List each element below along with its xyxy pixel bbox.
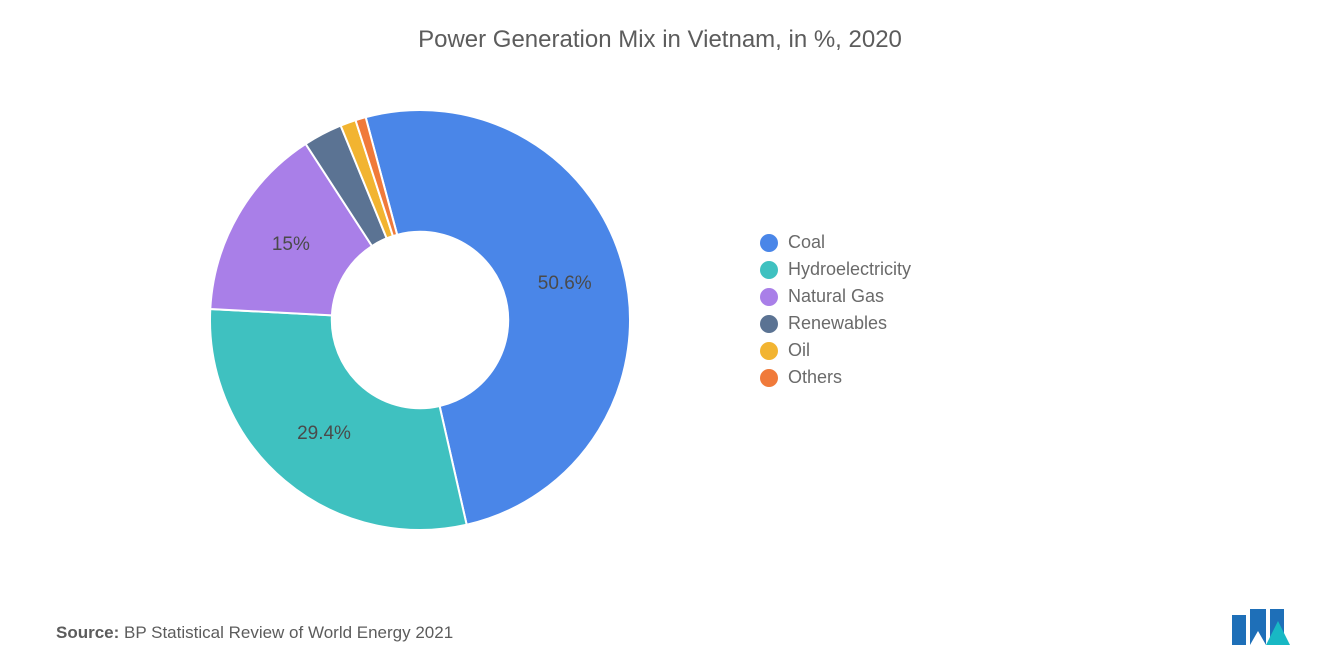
legend-item: Others bbox=[760, 367, 911, 388]
donut-chart: 50.6% 29.4% 15% bbox=[200, 100, 640, 540]
legend-item: Natural Gas bbox=[760, 286, 911, 307]
donut-svg bbox=[200, 100, 640, 540]
legend-swatch bbox=[760, 261, 778, 279]
source-text: BP Statistical Review of World Energy 20… bbox=[124, 623, 453, 642]
brand-logo bbox=[1230, 607, 1290, 647]
legend-item: Hydroelectricity bbox=[760, 259, 911, 280]
slice-value-label: 29.4% bbox=[297, 423, 351, 445]
legend-label: Others bbox=[788, 367, 842, 388]
legend-swatch bbox=[760, 369, 778, 387]
legend-item: Coal bbox=[760, 232, 911, 253]
legend-label: Oil bbox=[788, 340, 810, 361]
chart-title: Power Generation Mix in Vietnam, in %, 2… bbox=[0, 0, 1320, 54]
donut-slice bbox=[210, 309, 467, 530]
legend-label: Renewables bbox=[788, 313, 887, 334]
legend-label: Coal bbox=[788, 232, 825, 253]
legend-swatch bbox=[760, 288, 778, 306]
source-line: Source: BP Statistical Review of World E… bbox=[56, 623, 453, 643]
slice-value-label: 50.6% bbox=[538, 273, 592, 295]
legend-item: Renewables bbox=[760, 313, 911, 334]
legend-label: Hydroelectricity bbox=[788, 259, 911, 280]
legend-swatch bbox=[760, 234, 778, 252]
slice-value-label: 15% bbox=[272, 234, 310, 256]
legend-swatch bbox=[760, 315, 778, 333]
legend: Coal Hydroelectricity Natural Gas Renewable… bbox=[760, 232, 911, 394]
legend-label: Natural Gas bbox=[788, 286, 884, 307]
source-label: Source: bbox=[56, 623, 119, 642]
legend-item: Oil bbox=[760, 340, 911, 361]
legend-swatch bbox=[760, 342, 778, 360]
